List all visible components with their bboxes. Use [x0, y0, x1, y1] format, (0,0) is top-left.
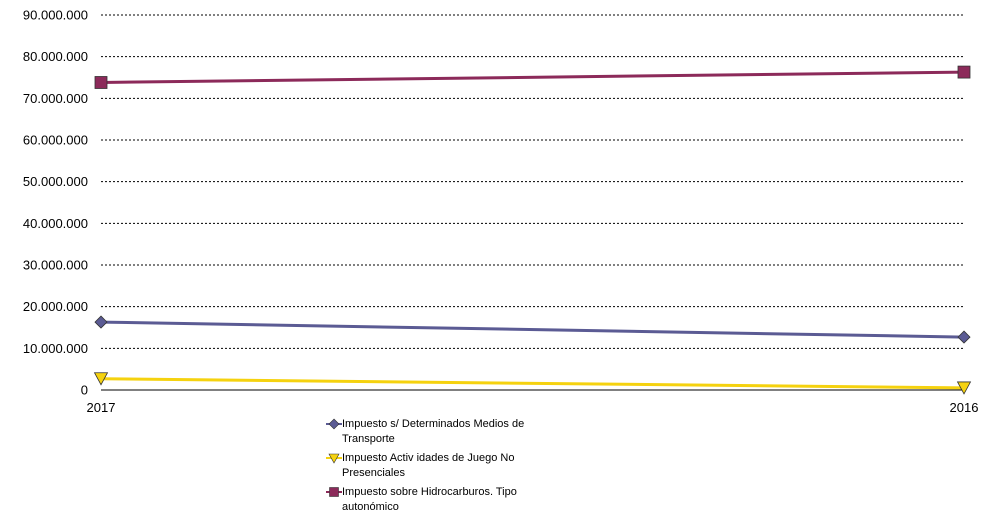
y-tick-label: 10.000.000 [23, 341, 88, 356]
y-tick-label: 30.000.000 [23, 258, 88, 273]
chart-legend: Impuesto s/ Determinados Medios de Trans… [326, 417, 566, 519]
legend-item-transporte: Impuesto s/ Determinados Medios de Trans… [326, 417, 566, 447]
series-line [100, 70, 965, 84]
y-tick-label: 0 [81, 383, 88, 398]
x-tick-label: 2017 [87, 400, 116, 415]
y-tick-label: 80.000.000 [23, 49, 88, 64]
square-marker-icon [326, 487, 342, 497]
diamond-marker-icon [326, 418, 342, 430]
data-point-square [94, 76, 108, 89]
y-tick-label: 40.000.000 [23, 216, 88, 231]
x-tick-label: 2016 [950, 400, 979, 415]
data-point-square [957, 65, 971, 79]
y-tick-label: 60.000.000 [23, 133, 88, 148]
y-tick-label: 90.000.000 [23, 8, 88, 23]
series-line [100, 377, 965, 390]
y-tick-label: 70.000.000 [23, 91, 88, 106]
legend-label: Impuesto s/ Determinados Medios de Trans… [342, 418, 525, 445]
triangle-down-marker-icon [326, 453, 342, 464]
data-point-triangle [93, 372, 109, 386]
line-chart: 0 10.000.000 20.000.000 30.000.000 40.000.00… [23, 8, 979, 416]
legend-label: Impuesto sobre Hidrocarburos. Tipo auton… [342, 486, 517, 513]
data-point-diamond [957, 330, 971, 344]
y-tick-label: 20.000.000 [23, 299, 88, 314]
legend-label: Impuesto Activ idades de Juego No Presen… [342, 452, 515, 479]
legend-item-hidrocarburos: Impuesto sobre Hidrocarburos. Tipo auton… [326, 485, 566, 515]
y-tick-label: 50.000.000 [23, 174, 88, 189]
data-point-diamond [94, 315, 108, 329]
data-point-triangle [956, 381, 972, 395]
series-line [100, 320, 965, 339]
legend-item-juego: Impuesto Activ idades de Juego No Presen… [326, 451, 566, 481]
